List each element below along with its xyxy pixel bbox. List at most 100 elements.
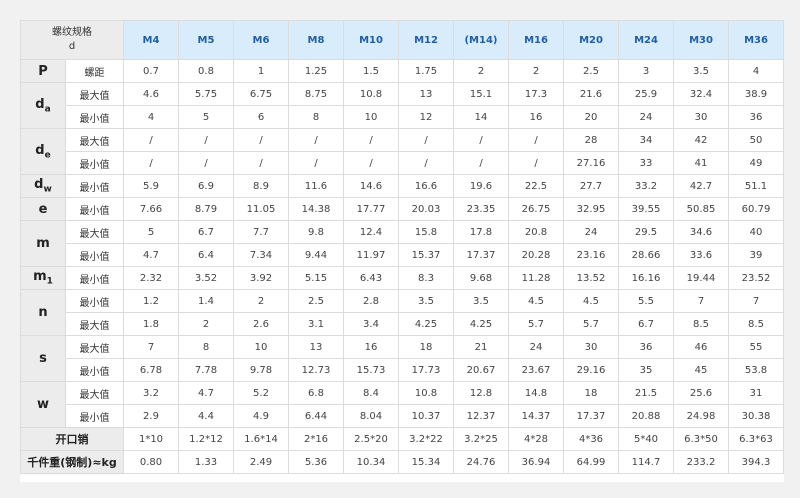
table-cell: 11.6 [288,174,344,198]
table-cell: 29.16 [563,358,619,382]
table-row: 最大值 1.8 2 2.6 3.1 3.4 4.25 4.25 5.7 5.7 6.7 8.5 8.5 [21,312,784,336]
table-cell: 9.44 [288,243,344,267]
parameter-symbol: m [20,220,66,267]
table-cell: / [233,128,289,152]
table-cell: 8.04 [343,404,399,428]
table-cell: 5.2 [233,381,289,405]
parameter-symbol-subscript: a [44,104,51,115]
table-cell: 1*10 [123,427,179,451]
table-cell: 14.6 [343,174,399,198]
table-cell: 21.5 [618,381,674,405]
table-cell: / [123,128,179,152]
table-cell: 20.88 [618,404,674,428]
table-cell: 20 [563,105,619,129]
table-cell: 11.97 [343,243,399,267]
parameter-symbol-letter: d [34,177,44,193]
row-label: 最小值 [65,151,124,175]
table-cell: 1.4 [178,289,234,313]
table-cell: 1.25 [288,59,344,83]
table-row: 最小值 4 5 6 8 10 12 14 16 20 24 30 36 [21,105,784,129]
table-cell: 16.6 [398,174,454,198]
table-cell: / [178,151,234,175]
table-cell: 46 [673,335,729,359]
size-header: M36 [728,20,784,60]
table-cell: 6.8 [288,381,344,405]
parameter-symbol: m1 [20,266,66,290]
table-cell: 7.78 [178,358,234,382]
table-cell: 5 [123,220,179,244]
parameter-symbol-letter: m [36,236,50,251]
table-cell: / [233,151,289,175]
table-cell: 27.7 [563,174,619,198]
size-header: M24 [618,20,674,60]
table-cell: 8.9 [233,174,289,198]
table-cell: 3 [618,59,674,83]
table-cell: 5.9 [123,174,179,198]
table-cell: 7.66 [123,197,179,221]
table-cell: 5 [178,105,234,129]
table-cell: 6.44 [288,404,344,428]
table-cell: 50.85 [673,197,729,221]
table-cell: 4 [123,105,179,129]
table-cell: 35 [618,358,674,382]
table-cell: 6.7 [618,312,674,336]
table-cell: 36.94 [508,450,564,474]
table-row: 开口销 1*10 1.2*12 1.6*14 2*16 2.5*20 3.2*22 3.2*2… [20,427,784,451]
size-header: M16 [508,20,564,60]
table-cell: 4.7 [178,381,234,405]
table-cell: 41 [673,151,729,175]
table-cell: 15.34 [398,450,454,474]
row-label: 最大值 [65,128,124,152]
table-cell: 13 [288,335,344,359]
table-cell: 20.8 [508,220,564,244]
table-cell: 33.6 [673,243,729,267]
row-label: 最小值 [65,266,124,290]
table-cell: 1.5 [343,59,399,83]
table-cell: 11.05 [233,197,289,221]
size-header: M20 [563,20,619,60]
table-cell: 12.73 [288,358,344,382]
table-cell: 9.68 [453,266,509,290]
table-cell: 16.16 [618,266,674,290]
table-cell: 3.92 [233,266,289,290]
table-cell: 24.76 [453,450,509,474]
table-cell: 39 [728,243,784,267]
table-cell: / [398,151,454,175]
table-cell: 23.16 [563,243,619,267]
table-cell: 19.6 [453,174,509,198]
table-cell: 0.80 [123,450,179,474]
table-cell: 53.8 [728,358,784,382]
table-cell: 14.38 [288,197,344,221]
table-cell: 3.2 [123,381,179,405]
table-cell: 10 [343,105,399,129]
table-cell: 10.8 [343,82,399,106]
table-cell: 2.9 [123,404,179,428]
thread-spec-symbol: d [68,41,76,52]
table-cell: 20.03 [398,197,454,221]
table-cell: 17.37 [453,243,509,267]
table-cell: 33.2 [618,174,674,198]
table-cell: 2.6 [233,312,289,336]
table-cell: 5.5 [618,289,674,313]
table-cell: 15.8 [398,220,454,244]
table-cell: 55 [728,335,784,359]
table-row: 最小值 4.7 6.4 7.34 9.44 11.97 15.37 17.37 20.28 23.… [21,243,784,267]
row-label: 最小值 [65,289,124,313]
row-label: 最大值 [65,82,124,106]
row-label: 最大值 [65,312,124,336]
table-cell: 12.37 [453,404,509,428]
parameter-symbol: P [20,59,66,83]
table-cell: 8.5 [673,312,729,336]
table-cell: 6.43 [343,266,399,290]
table-cell: 1.75 [398,59,454,83]
row-label: 螺距 [65,59,124,83]
table-cell: 8.5 [728,312,784,336]
table-cell: 10.34 [343,450,399,474]
table-cell: 17.73 [398,358,454,382]
table-cell: 6 [233,105,289,129]
table-cell: 8.79 [178,197,234,221]
table-cell: 1.8 [123,312,179,336]
table-cell: 21 [453,335,509,359]
table-cell: 2 [233,289,289,313]
size-header: M8 [288,20,344,60]
